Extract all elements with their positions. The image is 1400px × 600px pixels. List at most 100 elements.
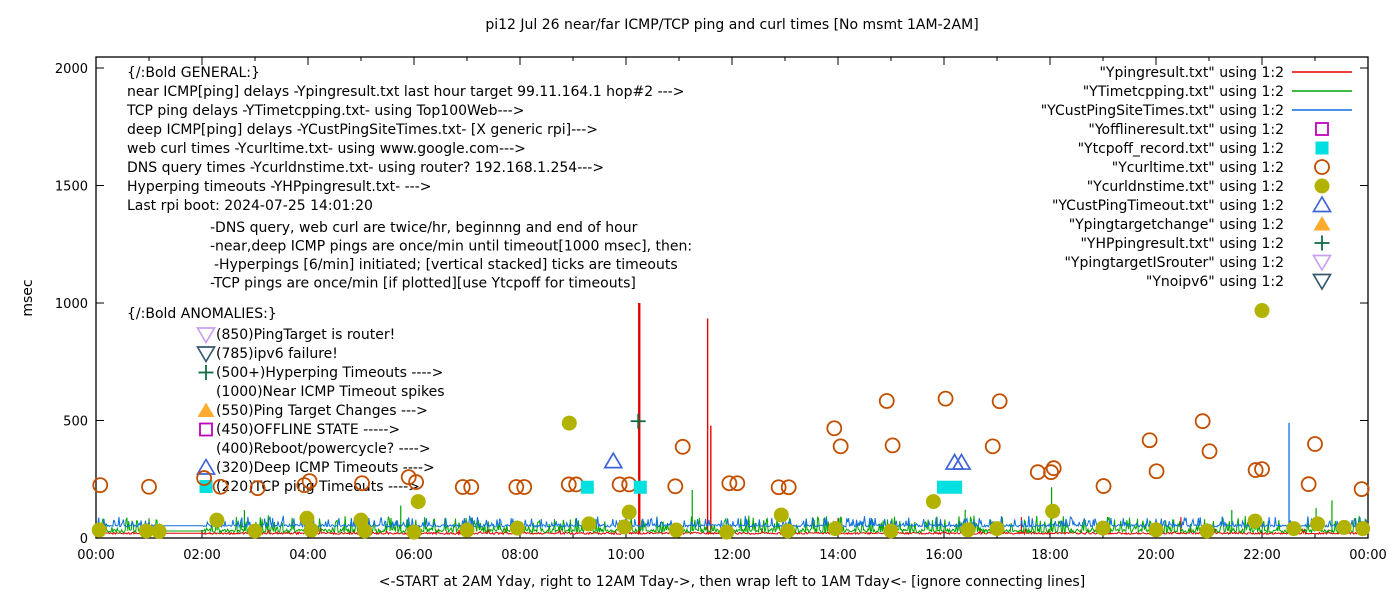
- point-circle-filled: [1247, 513, 1263, 529]
- y-tick-label: 0: [80, 532, 88, 547]
- point-circle-filled: [1286, 521, 1302, 537]
- point-circle-filled: [989, 521, 1005, 537]
- general-note-line: DNS query times -Ycurldnstime.txt- using…: [127, 160, 604, 176]
- point-circle-filled: [247, 523, 263, 539]
- point-circle-filled: [581, 516, 597, 532]
- point-circle-open: [516, 479, 533, 495]
- point-circle-filled: [509, 520, 525, 536]
- y-tick-label: 2000: [55, 62, 88, 77]
- point-circle-open: [249, 480, 266, 497]
- point-circle-open: [729, 475, 746, 492]
- x-tick-label: 14:00: [819, 548, 856, 563]
- details-note-line: -near,deep ICMP pings are once/min until…: [210, 239, 692, 255]
- point-circle-filled: [1148, 522, 1164, 538]
- x-tick-label: 22:00: [1243, 548, 1280, 563]
- point-circle-open: [1148, 463, 1165, 480]
- point-circle-open: [408, 474, 425, 490]
- point-circle-open: [560, 476, 577, 493]
- anomaly-tri-down-open-icon: [196, 327, 216, 345]
- point-circle-open: [674, 438, 691, 455]
- point-circle-open: [463, 479, 480, 495]
- point-circle-open: [937, 390, 954, 407]
- legend-label: "Ynoipv6" using 1:2: [1146, 274, 1284, 290]
- point-square-filled: [580, 480, 594, 494]
- point-circle-open: [826, 420, 843, 437]
- point-circle-filled: [406, 524, 422, 540]
- legend-circle-filled-marker: [1314, 178, 1330, 194]
- x-tick-label: 12:00: [713, 548, 750, 563]
- details-note-line: -TCP pings are once/min [if plotted][use…: [210, 276, 636, 292]
- general-note-line: TCP ping delays -YTimetcpping.txt- using…: [126, 103, 524, 119]
- legend-label: "Ypingtargetchange" using 1:2: [1069, 217, 1284, 233]
- point-circle-filled: [719, 524, 735, 540]
- legend-tri-down-open-marker: [1312, 273, 1332, 291]
- anomaly-tri-down-open-icon: [196, 346, 216, 364]
- anomalies-header: {/:Bold ANOMALIES:}: [127, 306, 277, 322]
- point-circle-filled: [1199, 523, 1215, 539]
- x-tick-label: 20:00: [1137, 548, 1174, 563]
- point-circle-open: [1045, 460, 1062, 477]
- anomaly-label: (1000)Near ICMP Timeout spikes: [216, 384, 445, 400]
- point-circle-open: [984, 438, 1001, 455]
- point-circle-filled: [883, 523, 899, 539]
- y-tick-label: 1500: [55, 180, 88, 195]
- point-square-filled: [633, 480, 647, 494]
- annotations: {/:Bold GENERAL:} near ICMP[ping] delays …: [126, 65, 692, 495]
- scatter-tri-up-open: [603, 451, 972, 470]
- scatter-circle-filled: [91, 303, 1371, 540]
- legend-tri-up-filled-marker: [1313, 216, 1331, 231]
- legend-square-open-marker: [1315, 122, 1329, 136]
- point-circle-open: [991, 393, 1008, 410]
- legend-label: "YTimetcpping.txt" using 1:2: [1083, 84, 1284, 100]
- point-circle-open: [212, 478, 229, 495]
- x-tick-label: 00:00: [77, 548, 114, 563]
- point-circle-filled: [1045, 503, 1061, 519]
- point-circle-filled: [561, 415, 577, 431]
- point-circle-open: [296, 477, 313, 494]
- details-note-line: -DNS query, web curl are twice/hr, begin…: [210, 220, 638, 236]
- point-tri-up-open: [603, 451, 624, 469]
- anomaly-label: (850)PingTarget is router!: [216, 327, 395, 343]
- point-circle-open: [454, 479, 471, 495]
- point-circle-filled: [1095, 520, 1111, 536]
- scatter-plus: [630, 413, 646, 429]
- point-tri-up-open: [951, 452, 972, 470]
- legend-label: "Ypingresult.txt" using 1:2: [1099, 65, 1284, 81]
- anomaly-label: (450)OFFLINE STATE ----->: [216, 422, 400, 438]
- legend-label: "YHPpingresult.txt" using 1:2: [1080, 236, 1284, 252]
- point-circle-open: [1043, 464, 1059, 481]
- point-circle-open: [508, 479, 525, 495]
- point-square-filled: [936, 480, 950, 494]
- point-circle-open: [1307, 436, 1323, 452]
- legend-label: "YCustPingSiteTimes.txt" using 1:2: [1041, 103, 1284, 119]
- anomaly-label: (500+)Hyperping Timeouts ---->: [216, 365, 443, 381]
- point-circle-open: [1194, 413, 1211, 430]
- point-circle-open: [884, 437, 901, 454]
- anomaly-label: (550)Ping Target Changes --->: [216, 403, 428, 419]
- point-circle-filled: [410, 494, 426, 510]
- general-note-line: {/:Bold GENERAL:}: [127, 65, 260, 81]
- point-circle-filled: [91, 522, 107, 538]
- x-tick-label: 16:00: [925, 548, 962, 563]
- legend-tri-down-open-marker: [1312, 254, 1332, 272]
- x-axis-label: <-START at 2AM Yday, right to 12AM Tday-…: [379, 574, 1085, 590]
- point-circle-filled: [1336, 519, 1352, 535]
- anomaly-label: (220)TCP ping Timeouts ---->: [216, 479, 420, 495]
- point-circle-open: [1300, 476, 1317, 493]
- point-circle-open: [667, 478, 684, 495]
- x-tick-label: 04:00: [289, 548, 326, 563]
- point-circle-open: [1247, 462, 1264, 478]
- legend-label: "YpingtargetISrouter" using 1:2: [1064, 255, 1284, 271]
- point-circle-filled: [151, 523, 167, 539]
- anomaly-tri-up-filled-icon: [197, 402, 215, 417]
- point-circle-filled: [960, 522, 976, 538]
- point-circle-open: [1141, 432, 1158, 449]
- x-tick-label: 00:00: [1349, 548, 1386, 563]
- point-circle-open: [301, 473, 318, 490]
- legend-label: "YCustPingTimeout.txt" using 1:2: [1052, 198, 1284, 214]
- point-circle-filled: [1254, 303, 1270, 319]
- point-circle-open: [141, 478, 157, 495]
- anomaly-label: (320)Deep ICMP Timeouts ---->: [216, 460, 435, 476]
- point-circle-open: [1254, 461, 1270, 478]
